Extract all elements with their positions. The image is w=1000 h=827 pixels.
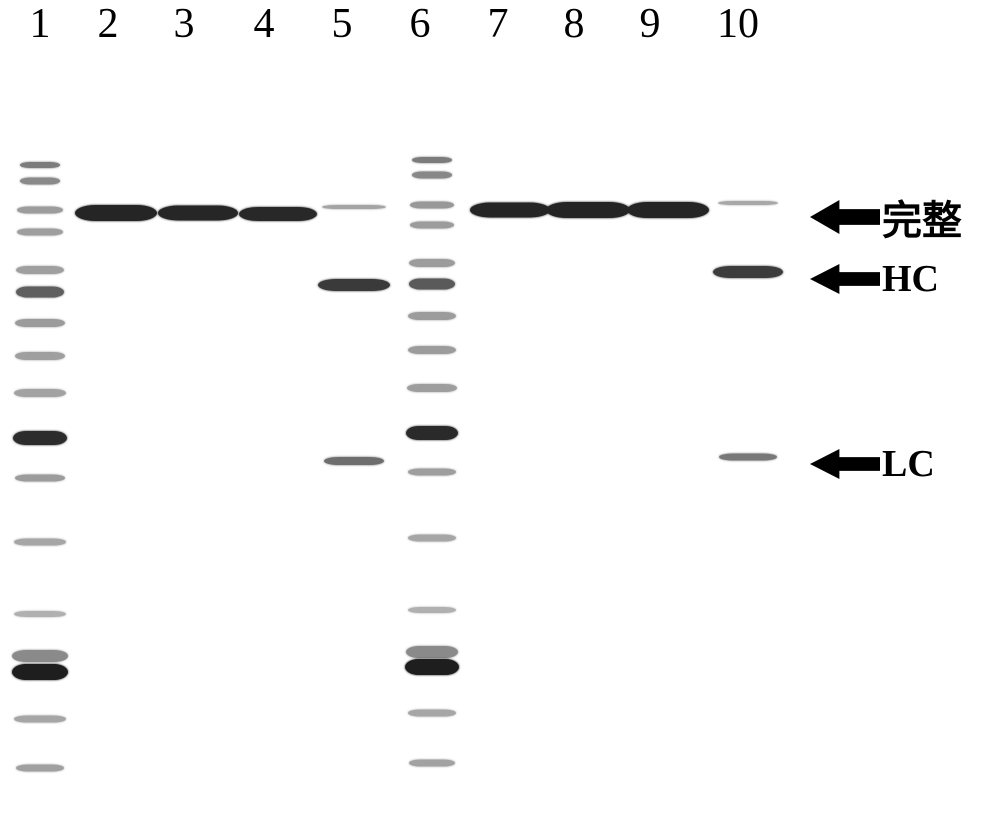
arrow-left-icon xyxy=(810,449,880,479)
band-lane1-2 xyxy=(17,207,63,214)
band-lane1-0 xyxy=(20,162,60,168)
band-lane1-14 xyxy=(12,664,68,680)
band-lane6-12 xyxy=(408,607,456,613)
band-lane6-2 xyxy=(410,202,454,209)
band-lane1-3 xyxy=(17,229,63,236)
band-lane1-8 xyxy=(14,389,66,397)
band-lane4-0 xyxy=(239,207,317,221)
annotation-label-1: HC xyxy=(882,257,939,301)
band-lane6-3 xyxy=(410,222,454,229)
band-lane1-9 xyxy=(13,431,67,445)
band-lane6-15 xyxy=(408,710,456,717)
band-lane6-0 xyxy=(412,157,452,163)
band-lane1-7 xyxy=(15,352,65,360)
band-lane3-0 xyxy=(158,206,238,221)
lane-label-1: 1 xyxy=(10,0,70,48)
annotation-label-0: 完整 xyxy=(882,188,962,246)
band-lane1-16 xyxy=(16,765,64,772)
band-lane7-0 xyxy=(470,203,550,218)
band-lane1-5 xyxy=(16,287,64,298)
band-lane1-10 xyxy=(15,475,65,482)
band-lane5-0 xyxy=(322,205,386,209)
lane-label-7: 7 xyxy=(468,0,528,48)
band-lane6-4 xyxy=(409,259,455,267)
lane-label-8: 8 xyxy=(544,0,604,48)
band-lane1-11 xyxy=(14,539,66,546)
band-lane6-11 xyxy=(408,535,456,542)
annotation-label-2: LC xyxy=(882,442,935,486)
band-lane5-2 xyxy=(324,457,384,465)
annotation-arrow-2: LC xyxy=(810,442,935,486)
band-lane9-0 xyxy=(627,202,709,218)
band-lane6-6 xyxy=(408,312,456,320)
band-lane10-2 xyxy=(719,454,777,461)
band-lane1-1 xyxy=(20,178,60,185)
band-lane1-15 xyxy=(14,716,66,723)
band-lane5-1 xyxy=(318,279,390,291)
band-lane6-5 xyxy=(409,279,455,290)
band-lane1-12 xyxy=(14,611,66,617)
lane-label-10: 10 xyxy=(708,0,768,48)
lane-label-5: 5 xyxy=(312,0,372,48)
band-lane6-13 xyxy=(406,646,458,658)
band-lane8-0 xyxy=(546,202,630,218)
annotation-arrow-0: 完整 xyxy=(810,188,962,246)
band-lane1-6 xyxy=(15,319,65,327)
band-lane10-1 xyxy=(713,266,783,278)
lane-label-3: 3 xyxy=(154,0,214,48)
lane-label-4: 4 xyxy=(234,0,294,48)
band-lane2-0 xyxy=(75,205,157,221)
band-lane6-10 xyxy=(408,469,456,476)
band-lane6-8 xyxy=(407,384,457,392)
band-lane6-16 xyxy=(409,760,455,767)
band-lane6-9 xyxy=(406,426,458,440)
band-lane1-4 xyxy=(16,266,64,274)
band-lane1-13 xyxy=(12,650,68,662)
lane-label-9: 9 xyxy=(620,0,680,48)
annotation-arrow-1: HC xyxy=(810,257,939,301)
lane-label-6: 6 xyxy=(390,0,450,48)
band-lane10-0 xyxy=(718,201,778,205)
arrow-left-icon xyxy=(810,264,880,294)
band-lane6-7 xyxy=(408,346,456,354)
lane-label-2: 2 xyxy=(78,0,138,48)
band-lane6-14 xyxy=(405,659,459,675)
band-lane6-1 xyxy=(412,172,452,179)
arrow-left-icon xyxy=(810,200,880,234)
